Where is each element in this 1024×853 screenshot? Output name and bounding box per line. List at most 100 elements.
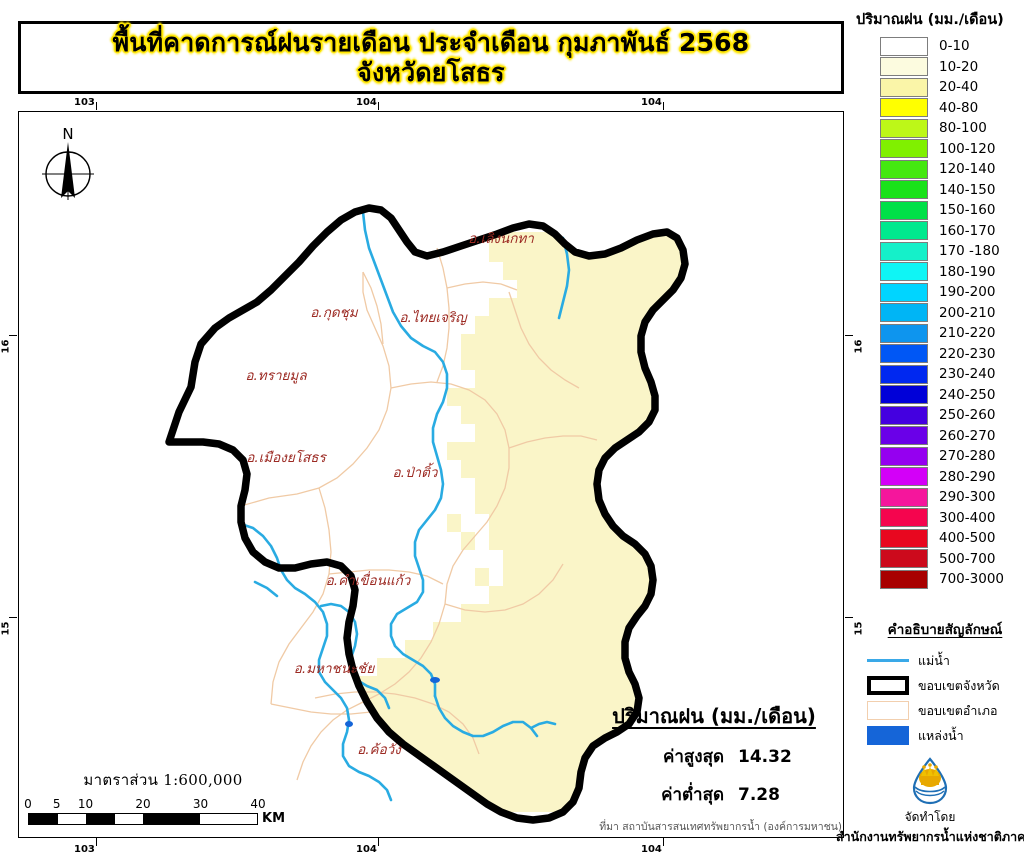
symbol-legend: คำอธิบายสัญลักษณ์ แม่น้ำ ขอบเขตจังหวัด ขอบ… [866, 618, 1024, 748]
legend-swatch [880, 36, 928, 56]
symbol-legend-label: ขอบเขตจังหวัด [918, 677, 1000, 693]
axis-tick-label: 15 [853, 621, 865, 636]
legend-swatch [880, 487, 928, 507]
axis-tick-label: 104 [641, 97, 662, 108]
legend-label: 0-10 [939, 38, 970, 55]
legend-swatch [880, 344, 928, 364]
axis-tick-label: 104 [356, 97, 377, 108]
legend-row: 500-700 [856, 549, 1024, 570]
axis-tick-mark [663, 102, 664, 110]
axis-tick-label: 104 [356, 844, 377, 853]
legend-swatch [880, 528, 928, 548]
district-label: อ.เลิงนกทา [468, 231, 534, 247]
legend-label: 700-3000 [939, 571, 1004, 588]
stats-max-value: 14.32 [738, 747, 792, 767]
legend-label: 150-160 [939, 202, 996, 219]
legend-row: 40-80 [856, 98, 1024, 119]
district-label: อ.เมืองยโสธร [246, 450, 326, 466]
stats-min-label: ค่าต่ำสุด [661, 785, 724, 805]
scale-tick-label: 0 [24, 797, 32, 811]
stats-min-value: 7.28 [738, 785, 780, 805]
legend-row: 190-200 [856, 282, 1024, 303]
legend-row: 180-190 [856, 262, 1024, 283]
axis-tick-mark [663, 838, 664, 846]
legend-row: 80-100 [856, 118, 1024, 139]
water-drop-logo-icon [912, 757, 948, 805]
axis-tick-mark [378, 102, 379, 110]
legend-label: 240-250 [939, 386, 996, 403]
legend-swatch [880, 569, 928, 589]
legend-label: 400-500 [939, 530, 996, 547]
legend-label: 40-80 [939, 99, 979, 116]
legend-label: 140-150 [939, 181, 996, 198]
stats-max-label: ค่าสูงสุด [662, 747, 724, 767]
legend-row: 150-160 [856, 200, 1024, 221]
map-canvas[interactable]: อ.เลิงนกทา อ.กุดชุม อ.ไทยเจริญ อ.ทรายมูล อ.เ… [18, 111, 844, 838]
legend-label: 20-40 [939, 79, 979, 96]
axis-tick-label: 16 [0, 339, 12, 354]
axis-tick-mark [9, 617, 17, 618]
legend-swatch [880, 426, 928, 446]
credit-block: จัดทำโดย สำนักงานทรัพยากรน้ำแห่งชาติภาค … [836, 756, 1024, 847]
axis-tick-mark [9, 335, 17, 336]
symbol-legend-label: แม่น้ำ [918, 652, 950, 668]
legend-label: 270-280 [939, 448, 996, 465]
district-boundaries [240, 247, 598, 781]
district-label: อ.ไทยเจริญ [399, 310, 467, 326]
scale-title: มาตราส่วน 1:600,000 [83, 771, 243, 789]
credit-by-label: จัดทำโดย [904, 810, 956, 824]
legend-swatch [880, 180, 928, 200]
legend-swatch [880, 385, 928, 405]
rainfall-stats-panel: ปริมาณฝน (มม./เดือน) ค่าสูงสุด 14.32 ค่า… [596, 700, 832, 808]
legend-row: 290-300 [856, 487, 1024, 508]
legend-label: 250-260 [939, 407, 996, 424]
rainfall-legend: ปริมาณฝน (มม./เดือน) 0-10 10-20 20-40 40-80… [856, 8, 1024, 590]
legend-swatch [880, 241, 928, 261]
river-layer [239, 210, 571, 802]
district-label: อ.มหาชนะชัย [293, 661, 375, 677]
legend-row: 20-40 [856, 77, 1024, 98]
symbol-legend-row: ขอบเขตอำเภอ [866, 698, 1024, 723]
source-note: ที่มา สถาบันสารสนเทศทรัพยากรน้ำ (องค์การ… [599, 821, 842, 833]
scale-tick-label: 30 [192, 797, 209, 811]
legend-swatch [880, 364, 928, 384]
district-label: อ.กุดชุม [310, 305, 358, 321]
map-title-line-1: พื้นที่คาดการณ์ฝนรายเดือน ประจำเดือน กุม… [112, 27, 750, 57]
scale-tick-label: 5 [52, 797, 61, 811]
map-title-line-2: จังหวัดยโสธร [357, 57, 505, 87]
legend-row: 280-290 [856, 467, 1024, 488]
legend-label: 160-170 [939, 222, 996, 239]
legend-item-list: 0-10 10-20 20-40 40-80 80-100 100-120 120-140 1… [856, 36, 1024, 590]
district-label: อ.ป่าติ้ว [392, 465, 438, 481]
axis-tick-mark [96, 102, 97, 110]
credit-organization: สำนักงานทรัพยากรน้ำแห่งชาติภาค 3 [836, 829, 1024, 844]
legend-label: 10-20 [939, 58, 979, 75]
legend-swatch [880, 159, 928, 179]
scale-bar [28, 813, 258, 825]
legend-row: 300-400 [856, 508, 1024, 529]
legend-label: 80-100 [939, 120, 987, 137]
stats-row-max: ค่าสูงสุด 14.32 [596, 743, 832, 770]
district-label: อ.ค้อวัง [357, 742, 401, 758]
legend-row: 120-140 [856, 159, 1024, 180]
legend-row: 200-210 [856, 303, 1024, 324]
water-bodies [345, 677, 440, 727]
water-symbol-icon [866, 726, 910, 746]
stats-row-min: ค่าต่ำสุด 7.28 [596, 781, 832, 808]
axis-tick-label: 15 [0, 621, 12, 636]
axis-tick-mark [845, 617, 853, 618]
scale-tick-label: 40 [250, 797, 266, 811]
legend-swatch [880, 303, 928, 323]
legend-swatch [880, 139, 928, 159]
map-vector-layer [165, 204, 689, 824]
legend-row: 250-260 [856, 405, 1024, 426]
scale-unit-label: KM [262, 811, 286, 826]
legend-swatch [880, 262, 928, 282]
north-arrow-label: N [62, 125, 73, 143]
legend-label: 100-120 [939, 140, 996, 157]
legend-row: 0-10 [856, 36, 1024, 57]
scale-tick-label: 20 [135, 797, 151, 811]
symbol-legend-label: แหล่งน้ำ [918, 727, 964, 743]
axis-tick-mark [845, 335, 853, 336]
legend-label: 190-200 [939, 284, 996, 301]
